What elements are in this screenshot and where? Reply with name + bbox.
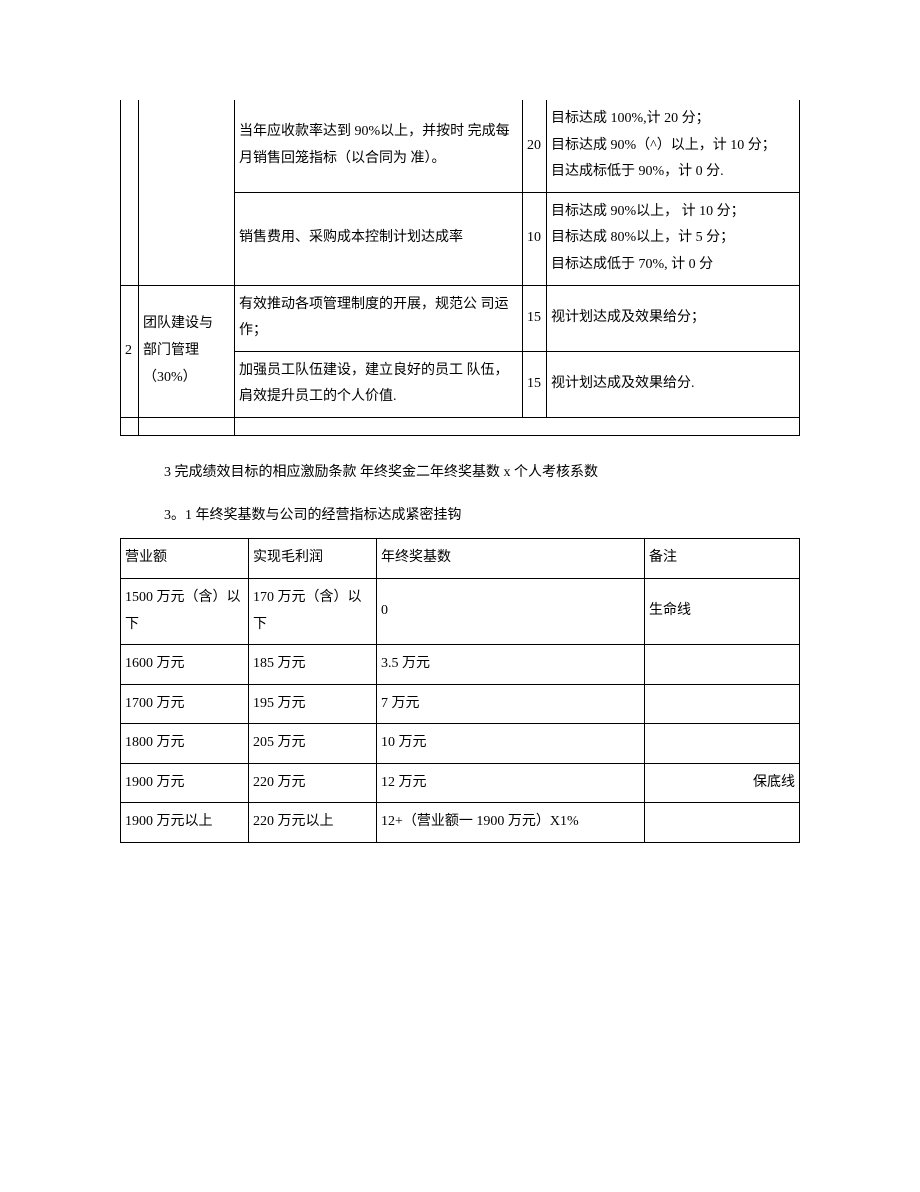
kpi-score-cell: 20 <box>523 100 547 192</box>
cell: 1600 万元 <box>121 645 249 685</box>
cell: 12+（营业额一 1900 万元）X1% <box>377 803 645 843</box>
table-row <box>121 417 800 435</box>
table-row: 1500 万元（含）以下 170 万元（含）以下 0 生命线 <box>121 578 800 644</box>
cell: 1700 万元 <box>121 684 249 724</box>
kpi-desc-cell: 加强员工队伍建设，建立良好的员工 队伍，肩效提升员工的个人价值. <box>235 351 523 417</box>
cell: 205 万元 <box>249 724 377 764</box>
cell: 1800 万元 <box>121 724 249 764</box>
kpi-criteria-cell: 目标达成 90%以上， 计 10 分；目标达成 80%以上，计 5 分；目标达成… <box>547 192 800 285</box>
kpi-desc-cell: 当年应收款率达到 90%以上，并按时 完成每月销售回笼指标（以合同为 准）。 <box>235 100 523 192</box>
section-3-text: 3 完成绩效目标的相应激励条款 年终奖金二年终奖基数 x 个人考核系数 <box>164 460 800 485</box>
section-3-1-text: 3。1 年终奖基数与公司的经营指标达成紧密挂钩 <box>164 503 800 528</box>
cell <box>645 645 800 685</box>
cell <box>645 724 800 764</box>
cell: 220 万元 <box>249 763 377 803</box>
cell: 1500 万元（含）以下 <box>121 578 249 644</box>
table-row: 2 团队建设与 部门管理（30%） 有效推动各项管理制度的开展，规范公 司运作；… <box>121 285 800 351</box>
col-header: 年终奖基数 <box>377 539 645 579</box>
col-header: 实现毛利润 <box>249 539 377 579</box>
table-row: 1800 万元 205 万元 10 万元 <box>121 724 800 764</box>
table-row: 1900 万元 220 万元 12 万元 保底线 <box>121 763 800 803</box>
table-row: 1700 万元 195 万元 7 万元 <box>121 684 800 724</box>
kpi-num-cell <box>121 100 139 285</box>
kpi-desc-cell: 销售费用、采购成本控制计划达成率 <box>235 192 523 285</box>
kpi-criteria-cell: 目标达成 100%,计 20 分；目标达成 90%（^）以上，计 10 分；目达… <box>547 100 800 192</box>
cell: 1900 万元以上 <box>121 803 249 843</box>
cell: 7 万元 <box>377 684 645 724</box>
table-row: 当年应收款率达到 90%以上，并按时 完成每月销售回笼指标（以合同为 准）。 2… <box>121 100 800 192</box>
kpi-num-cell: 2 <box>121 285 139 417</box>
kpi-score-cell: 10 <box>523 192 547 285</box>
cell: 170 万元（含）以下 <box>249 578 377 644</box>
cell <box>645 684 800 724</box>
cell: 1900 万元 <box>121 763 249 803</box>
cell: 生命线 <box>645 578 800 644</box>
cell <box>645 803 800 843</box>
kpi-num-cell <box>121 417 139 435</box>
kpi-score-cell: 15 <box>523 351 547 417</box>
table-header-row: 营业额 实现毛利润 年终奖基数 备注 <box>121 539 800 579</box>
cell: 0 <box>377 578 645 644</box>
kpi-criteria-cell: 视计划达成及效果给分； <box>547 285 800 351</box>
cell: 220 万元以上 <box>249 803 377 843</box>
table-row: 1600 万元 185 万元 3.5 万元 <box>121 645 800 685</box>
cell: 3.5 万元 <box>377 645 645 685</box>
col-header: 备注 <box>645 539 800 579</box>
cell: 185 万元 <box>249 645 377 685</box>
table-row: 1900 万元以上 220 万元以上 12+（营业额一 1900 万元）X1% <box>121 803 800 843</box>
cell: 195 万元 <box>249 684 377 724</box>
cell: 10 万元 <box>377 724 645 764</box>
kpi-criteria-cell: 视计划达成及效果给分. <box>547 351 800 417</box>
kpi-empty-cell <box>235 417 800 435</box>
kpi-category-cell: 团队建设与 部门管理（30%） <box>139 285 235 417</box>
col-header: 营业额 <box>121 539 249 579</box>
cell: 保底线 <box>645 763 800 803</box>
kpi-score-cell: 15 <box>523 285 547 351</box>
kpi-table: 当年应收款率达到 90%以上，并按时 完成每月销售回笼指标（以合同为 准）。 2… <box>120 100 800 436</box>
cell: 12 万元 <box>377 763 645 803</box>
kpi-category-cell <box>139 100 235 285</box>
kpi-desc-cell: 有效推动各项管理制度的开展，规范公 司运作； <box>235 285 523 351</box>
bonus-table: 营业额 实现毛利润 年终奖基数 备注 1500 万元（含）以下 170 万元（含… <box>120 538 800 843</box>
kpi-category-cell <box>139 417 235 435</box>
